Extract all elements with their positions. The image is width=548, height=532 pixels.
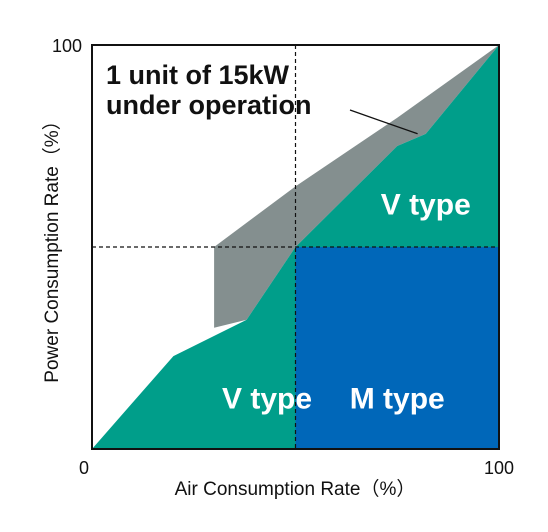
x-tick-label-0: 0 [79, 458, 89, 478]
annotation-line-1: 1 unit of 15kW [106, 60, 290, 90]
x-axis-label: Air Consumption Rate（%） [175, 478, 416, 500]
one-unit-band-area [214, 45, 499, 328]
annotation-leader-line [349, 109, 418, 135]
annotation-line-2: under operation [106, 90, 312, 120]
y-axis-label: Power Consumption Rate（%） [41, 111, 63, 382]
plot-frame [91, 44, 500, 450]
region-label-v-type-upper: V type [381, 189, 471, 222]
region-label-v-type-lower: V type [222, 383, 312, 416]
m-type-area [295, 247, 499, 449]
x-tick-label-100: 100 [484, 458, 514, 478]
region-label-m-type: M type [350, 383, 445, 416]
plot-area [91, 44, 500, 450]
y-tick-label-100: 100 [52, 36, 82, 56]
